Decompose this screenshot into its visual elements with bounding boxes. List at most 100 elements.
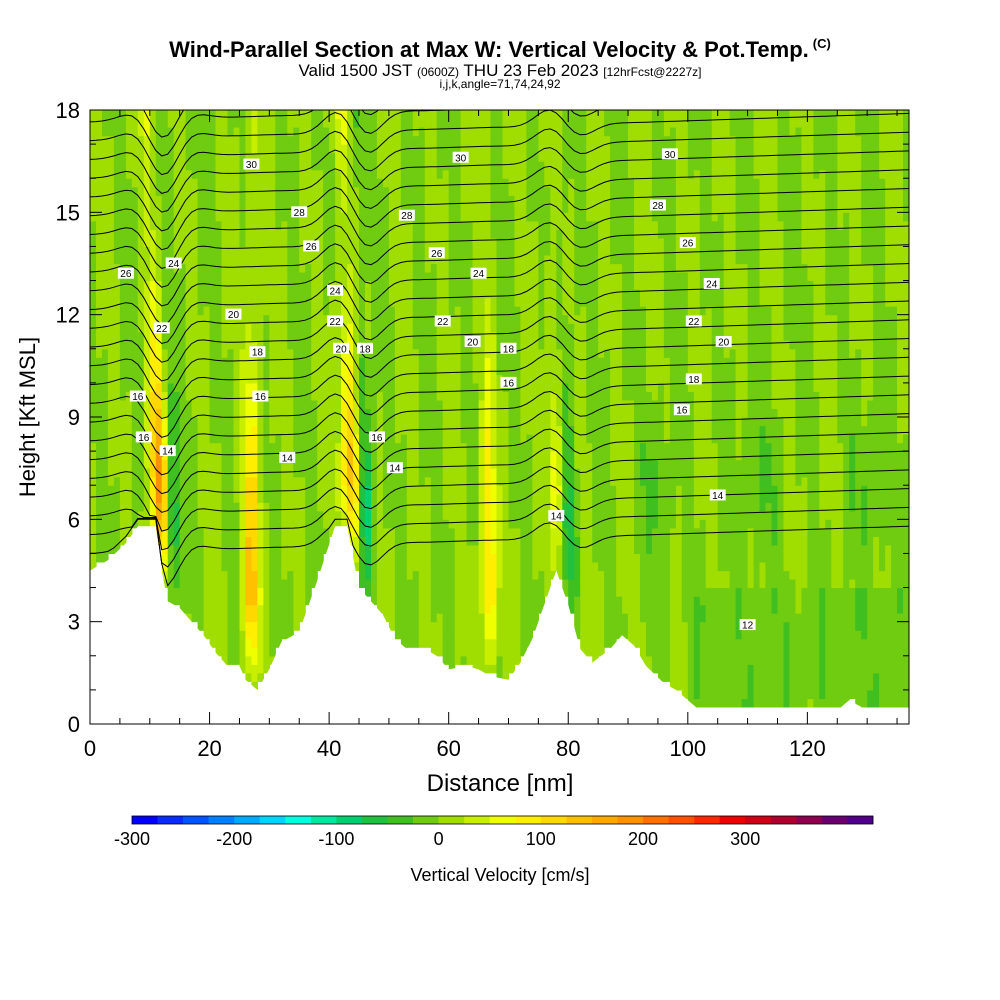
velocity-cell [335,502,342,512]
velocity-cell [359,493,366,503]
velocity-cell [167,579,175,589]
velocity-cell [442,237,450,247]
velocity-cell [496,536,504,546]
velocity-cell [550,476,557,486]
velocity-cell [233,604,241,614]
velocity-cell [287,476,294,486]
velocity-cell [562,237,569,247]
velocity-cell [382,195,390,205]
velocity-cell [371,391,378,401]
velocity-cell [215,476,223,486]
velocity-cell [239,493,247,503]
velocity-cell [538,493,545,503]
velocity-cell [371,527,378,537]
velocity-cell [508,212,516,222]
velocity-cell [227,476,235,486]
velocity-cell [323,289,330,299]
velocity-cell [508,306,516,316]
velocity-cell [526,212,533,222]
velocity-cell [424,118,432,128]
velocity-cell [96,186,103,196]
velocity-cell [269,365,276,375]
velocity-cell [269,382,276,392]
velocity-cell [520,331,527,341]
velocity-cell [221,135,229,145]
velocity-cell [221,613,229,623]
velocity-cell [406,203,414,213]
velocity-cell [90,118,97,128]
velocity-cell [161,186,169,196]
velocity-cell [185,118,193,128]
velocity-cell [520,459,527,469]
velocity-cell [275,144,282,154]
velocity-cell [394,357,402,367]
velocity-cell [215,553,223,563]
velocity-cell [227,451,235,461]
velocity-cell [436,110,444,120]
velocity-cell [173,553,181,563]
velocity-cell [359,127,366,137]
velocity-cell [538,297,545,307]
velocity-cell [580,195,587,205]
velocity-cell [161,382,169,392]
velocity-cell [221,118,229,128]
velocity-cell [436,399,444,409]
velocity-cell [580,502,587,512]
velocity-cell [275,297,282,307]
velocity-cell [538,451,545,461]
velocity-cell [179,553,187,563]
velocity-cell [544,536,551,546]
velocity-cell [376,161,384,171]
velocity-cell [215,382,223,392]
velocity-cell [161,579,169,589]
velocity-cell [102,442,109,452]
velocity-cell [406,152,414,162]
velocity-cell [203,425,211,435]
velocity-cell [418,280,426,290]
velocity-cell [263,647,270,657]
velocity-cell [580,144,587,154]
velocity-cell [430,169,438,179]
velocity-cell [173,365,181,375]
velocity-cell [143,425,151,435]
velocity-cell [502,169,510,179]
velocity-cell [185,348,193,358]
velocity-cell [490,391,498,401]
velocity-cell [209,562,217,572]
velocity-cell [388,195,396,205]
velocity-cell [568,536,575,546]
velocity-cell [568,510,575,520]
velocity-cell [209,527,217,537]
velocity-cell [544,127,551,137]
velocity-cell [466,451,474,461]
velocity-cell [406,579,414,589]
velocity-cell [406,255,414,265]
velocity-cell [239,604,247,614]
velocity-cell [197,451,205,461]
velocity-cell [335,237,342,247]
velocity-cell [155,246,163,256]
velocity-cell [406,399,414,409]
velocity-cell [161,493,169,503]
velocity-cell [412,485,420,495]
velocity-cell [394,630,402,640]
velocity-cell [424,263,432,273]
velocity-cell [502,527,510,537]
velocity-cell [143,229,151,239]
velocity-cell [203,417,211,427]
velocity-cell [281,536,288,546]
velocity-cell [161,562,169,572]
velocity-cell [131,468,139,478]
velocity-cell [173,570,181,580]
velocity-cell [203,323,211,333]
velocity-cell [185,263,193,273]
velocity-cell [502,485,510,495]
velocity-cell [532,357,539,367]
velocity-cell [562,340,569,350]
velocity-cell [400,544,408,554]
velocity-cell [323,314,330,324]
velocity-cell [544,510,551,520]
velocity-cell [323,178,330,188]
velocity-cell [442,152,450,162]
velocity-cell [90,391,97,401]
